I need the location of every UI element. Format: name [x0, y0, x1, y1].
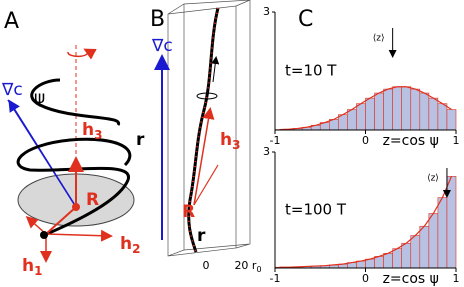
label: h: [120, 234, 132, 254]
mean-label: ⟨z⟩: [373, 34, 385, 44]
bar: [365, 258, 375, 269]
bar: [428, 213, 439, 269]
label: h3: [82, 120, 102, 142]
label: r: [197, 226, 206, 246]
bar: [374, 92, 384, 131]
x-axis-label: z=cos ψ: [383, 133, 439, 149]
label: R: [182, 202, 195, 222]
bar: [446, 109, 457, 131]
annotation: t=100 T: [285, 201, 347, 219]
x-tick-label: 1: [453, 134, 460, 147]
x-tick-label: 0: [362, 134, 369, 147]
bar: [374, 256, 384, 269]
label: h: [82, 120, 94, 140]
h3-vector: [193, 107, 215, 206]
bar: [383, 88, 393, 131]
y-tick-label: 3: [263, 145, 270, 158]
axis-label: 20 r: [234, 259, 256, 272]
fit-curve: [279, 86, 452, 131]
bar: [410, 235, 421, 269]
axis-label: 0: [203, 259, 210, 272]
fit-curve: [279, 176, 453, 268]
label: h3: [220, 130, 240, 152]
y-tick-label: 3: [263, 5, 270, 18]
panel-label: A: [4, 9, 19, 34]
bar: [419, 92, 430, 131]
x-tick-label: 1: [453, 272, 460, 285]
label: h2: [120, 234, 140, 256]
x-axis-label: z=cos ψ: [383, 271, 439, 287]
label: r: [136, 130, 145, 150]
axis-label: 20 r0: [234, 259, 261, 274]
bar: [410, 88, 421, 131]
bar: [365, 97, 375, 131]
center: [72, 203, 80, 211]
label: ∇c: [151, 36, 173, 56]
panel-label: B: [150, 7, 165, 32]
r-vector: [45, 206, 77, 235]
annotation: t=10 T: [285, 62, 337, 80]
bar: [419, 225, 430, 269]
point: [40, 231, 48, 239]
bar: [437, 197, 448, 269]
bar: [392, 86, 402, 131]
bar: [392, 248, 402, 269]
rotation: [196, 92, 218, 100]
bar: [383, 253, 393, 269]
subscript: 3: [232, 138, 240, 152]
rotation: [67, 48, 97, 60]
label: h: [220, 130, 232, 150]
bar: [446, 176, 457, 269]
x-tick-label: -1: [270, 134, 281, 147]
trajectory-dots: [187, 7, 219, 253]
subscript: 0: [256, 265, 261, 274]
gradient-arrow: [8, 99, 77, 208]
label: h1: [22, 256, 42, 278]
bar: [401, 242, 412, 269]
h2-vector: [45, 229, 113, 242]
bar: [428, 97, 439, 131]
label: ψ: [34, 88, 45, 108]
label: ∇c: [1, 80, 23, 100]
bar: [401, 86, 412, 131]
bar: [356, 103, 366, 131]
bar: [347, 109, 357, 131]
label: R: [86, 190, 99, 210]
panel-b: B ∇c h3 R r 0 20 r0: [150, 0, 262, 274]
bar: [437, 103, 448, 131]
helix: [16, 78, 132, 238]
subscript: 1: [34, 264, 42, 278]
label: h: [22, 256, 34, 276]
box: [167, 0, 251, 257]
x-tick-label: 0: [362, 272, 369, 285]
mean-label: ⟨z⟩: [427, 174, 439, 184]
direction: [211, 56, 220, 83]
subscript: 3: [94, 128, 102, 142]
panel-a: A ∇c ψ h3 r R h1 h2: [1, 9, 145, 278]
panel-label: C: [298, 7, 313, 32]
r-vector: [193, 164, 219, 206]
subscript: 2: [132, 242, 140, 256]
x-tick-label: -1: [270, 272, 281, 285]
